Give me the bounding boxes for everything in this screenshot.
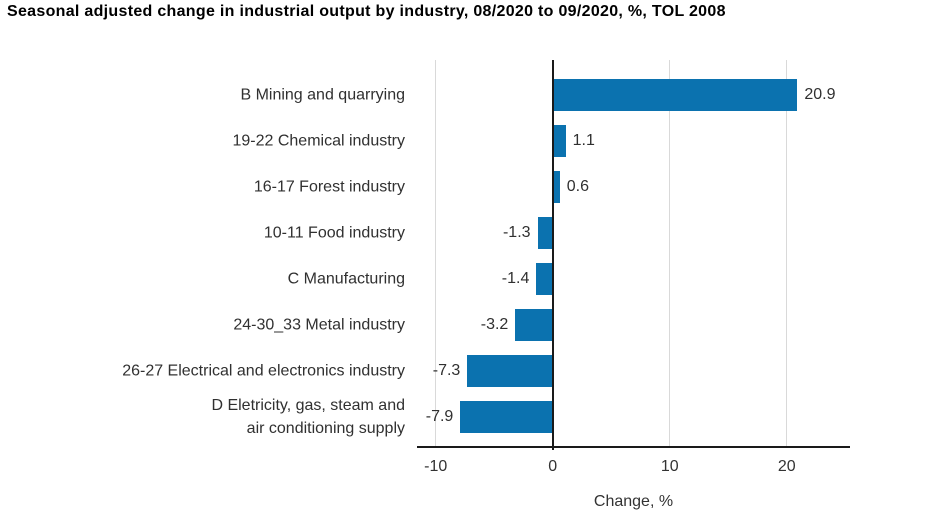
category-label: 10-11 Food industry [263, 224, 405, 242]
value-label: 1.1 [572, 132, 595, 150]
bar [536, 263, 553, 296]
gridline [435, 60, 437, 446]
category-label: 24-30_33 Metal industry [233, 316, 405, 334]
category-label: D Eletricity, gas, steam and air conditi… [211, 397, 405, 438]
chart-title: Seasonal adjusted change in industrial o… [7, 3, 726, 20]
bar [552, 79, 798, 111]
bar [537, 217, 553, 250]
value-label: 0.6 [566, 178, 590, 196]
value-label: -3.2 [480, 316, 509, 334]
bar [552, 125, 566, 158]
x-tick-label: 0 [548, 458, 558, 475]
gridline [669, 60, 671, 446]
value-label: 20.9 [804, 86, 836, 103]
gridline [786, 60, 788, 446]
value-label: -7.3 [432, 362, 461, 380]
x-tick-label: 10 [660, 458, 679, 475]
value-label: -7.9 [425, 408, 454, 426]
category-label: B Mining and quarrying [240, 86, 405, 104]
category-label: C Manufacturing [287, 270, 405, 288]
value-label: -1.4 [501, 270, 530, 288]
x-tick-label: 20 [777, 458, 796, 475]
x-axis-line [417, 446, 850, 448]
x-axis-title: Change, % [593, 493, 674, 510]
value-label: -1.3 [502, 224, 531, 242]
category-label: 26-27 Electrical and electronics industr… [122, 362, 405, 380]
bar [460, 401, 553, 434]
bar [552, 171, 560, 204]
x-tick-label: -10 [424, 458, 448, 475]
category-label: 16-17 Forest industry [253, 178, 405, 196]
zero-axis-line [551, 60, 554, 450]
bar [515, 309, 553, 342]
bar [467, 355, 553, 388]
category-label: 19-22 Chemical industry [232, 132, 405, 150]
